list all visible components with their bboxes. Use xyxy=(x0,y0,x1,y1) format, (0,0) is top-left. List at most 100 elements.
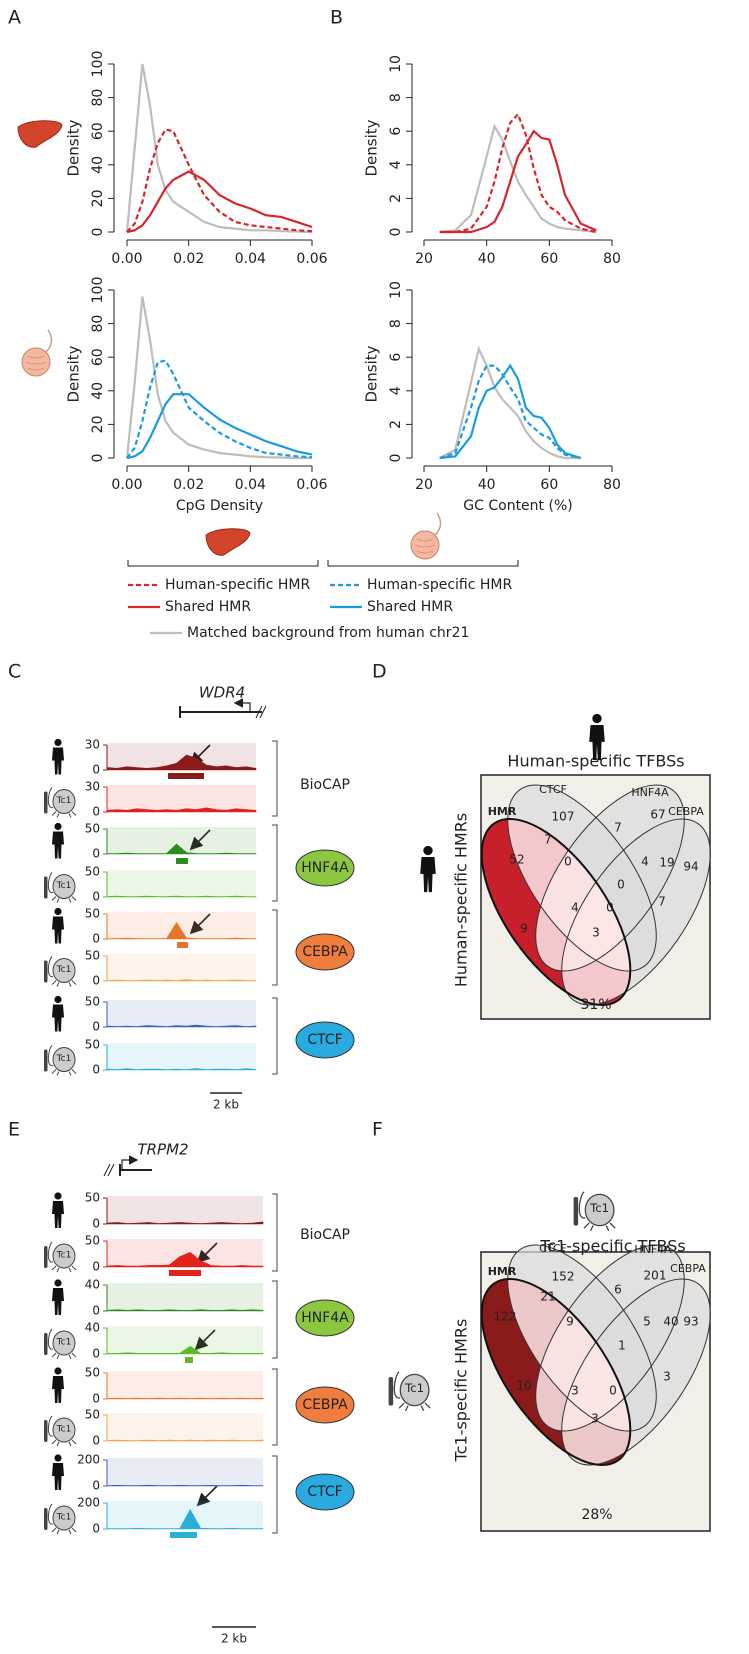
y-tick-label: 4 xyxy=(388,160,404,169)
testis-icon xyxy=(410,512,442,560)
density-line xyxy=(126,170,313,234)
icon-head xyxy=(54,907,62,916)
gene-name: TRPM2 xyxy=(137,1141,188,1159)
track-background xyxy=(107,870,256,897)
legend-label: Matched background from human chr21 xyxy=(187,625,469,641)
venn-count: 3 xyxy=(663,1370,671,1384)
human-icon xyxy=(52,1367,64,1403)
group-bracket xyxy=(272,1193,278,1272)
icon-label: Tc1 xyxy=(56,796,72,806)
group-badge xyxy=(295,1299,355,1337)
venn-ylabel: Tc1-specific HMRs xyxy=(452,1319,471,1463)
signal-area xyxy=(106,1024,257,1028)
y-tick-label: 80 xyxy=(90,89,106,107)
venn-count: 52 xyxy=(509,853,524,867)
group-badge xyxy=(295,1021,355,1059)
density-line xyxy=(439,129,597,234)
density-line xyxy=(439,345,581,460)
venn-count: 5 xyxy=(643,1315,651,1329)
icon-label: Tc1 xyxy=(56,1425,72,1435)
icon-tail xyxy=(47,1415,54,1437)
human-icon xyxy=(52,1192,64,1228)
panel-label: D xyxy=(372,661,387,683)
x-tick-label: 20 xyxy=(415,251,433,267)
legend-bracket xyxy=(327,560,519,567)
icon-label: Tc1 xyxy=(56,1513,72,1523)
venn-overlap-percent: 31% xyxy=(580,997,611,1013)
track-background xyxy=(107,1413,263,1441)
y-tick-label: 50 xyxy=(85,1191,100,1205)
icon-body xyxy=(52,916,64,944)
venn-count: 122 xyxy=(494,1310,517,1324)
signal-area xyxy=(106,1068,257,1071)
mouse-icon: Tc1 xyxy=(44,956,77,987)
icon-body xyxy=(52,958,76,983)
icon-body xyxy=(52,1004,64,1032)
icon-body xyxy=(52,1330,76,1356)
break-mark xyxy=(255,705,267,719)
testis-body xyxy=(21,347,51,377)
track-background xyxy=(107,1196,263,1224)
icon-tail xyxy=(578,1191,586,1219)
testis-body xyxy=(410,530,440,560)
y-tick-label: 40 xyxy=(85,1321,100,1335)
scale-label: 2 kb xyxy=(221,1632,247,1646)
y-tick-label: 0 xyxy=(92,974,100,988)
testis-duct xyxy=(434,512,442,536)
region-bar xyxy=(169,1270,201,1276)
icon-body xyxy=(52,1417,76,1443)
legend-label: Human-specific HMR xyxy=(367,577,512,593)
icon-head xyxy=(54,1192,62,1200)
group-label: HNF4A xyxy=(301,860,349,876)
group-label: BioCAP xyxy=(300,777,350,793)
group-bracket xyxy=(272,909,278,986)
group-bracket xyxy=(272,1368,278,1446)
human-icon xyxy=(420,845,436,893)
scale-label: 2 kb xyxy=(213,1098,239,1112)
icon-label: Tc1 xyxy=(56,965,72,975)
y-axis-label: Density xyxy=(363,345,381,402)
venn-count: 0 xyxy=(617,878,625,892)
human-icon xyxy=(52,1454,64,1490)
x-tick-label: 0.00 xyxy=(111,477,142,493)
icon-body xyxy=(52,1047,76,1072)
track-background xyxy=(107,1043,256,1070)
icon-body xyxy=(589,725,605,761)
y-tick-label: 0 xyxy=(92,805,100,819)
x-tick-label: 40 xyxy=(478,251,496,267)
venn-count: 67 xyxy=(650,808,665,822)
mouse-icon: Tc1 xyxy=(44,1328,77,1360)
panel-label: A xyxy=(8,7,21,29)
y-tick-label: 6 xyxy=(388,127,404,136)
track-background xyxy=(107,1283,263,1311)
y-tick-label: 10 xyxy=(388,281,404,299)
y-tick-label: 0 xyxy=(92,1217,100,1231)
panel-label: C xyxy=(8,661,21,683)
group-label: HNF4A xyxy=(301,1310,349,1326)
icon-tail xyxy=(47,872,54,894)
venn-count: 9 xyxy=(520,922,528,936)
arrow xyxy=(194,1329,216,1351)
y-tick-label: 60 xyxy=(90,122,106,140)
x-tick-label: 0.04 xyxy=(235,251,266,267)
x-tick-label: 80 xyxy=(603,477,621,493)
venn-set-label: HMR xyxy=(488,805,517,818)
venn-count: 40 xyxy=(663,1315,678,1329)
tss-arrow xyxy=(121,1155,139,1170)
icon-body xyxy=(52,747,64,775)
x-tick-label: 80 xyxy=(603,251,621,267)
y-tick-label: 0 xyxy=(92,1260,100,1274)
density-line xyxy=(126,359,313,459)
venn-set-label: CTCF xyxy=(539,1242,567,1255)
signal-area xyxy=(106,1345,264,1355)
y-tick-label: 30 xyxy=(85,738,100,752)
venn-count: 6 xyxy=(614,1283,622,1297)
human-icon xyxy=(52,907,64,944)
y-tick-label: 10 xyxy=(388,55,404,73)
mouse-icon: Tc1 xyxy=(44,787,77,818)
y-tick-label: 0 xyxy=(92,1347,100,1361)
track-background xyxy=(107,1000,256,1027)
icon-legs xyxy=(51,811,77,818)
density-line xyxy=(439,123,597,234)
